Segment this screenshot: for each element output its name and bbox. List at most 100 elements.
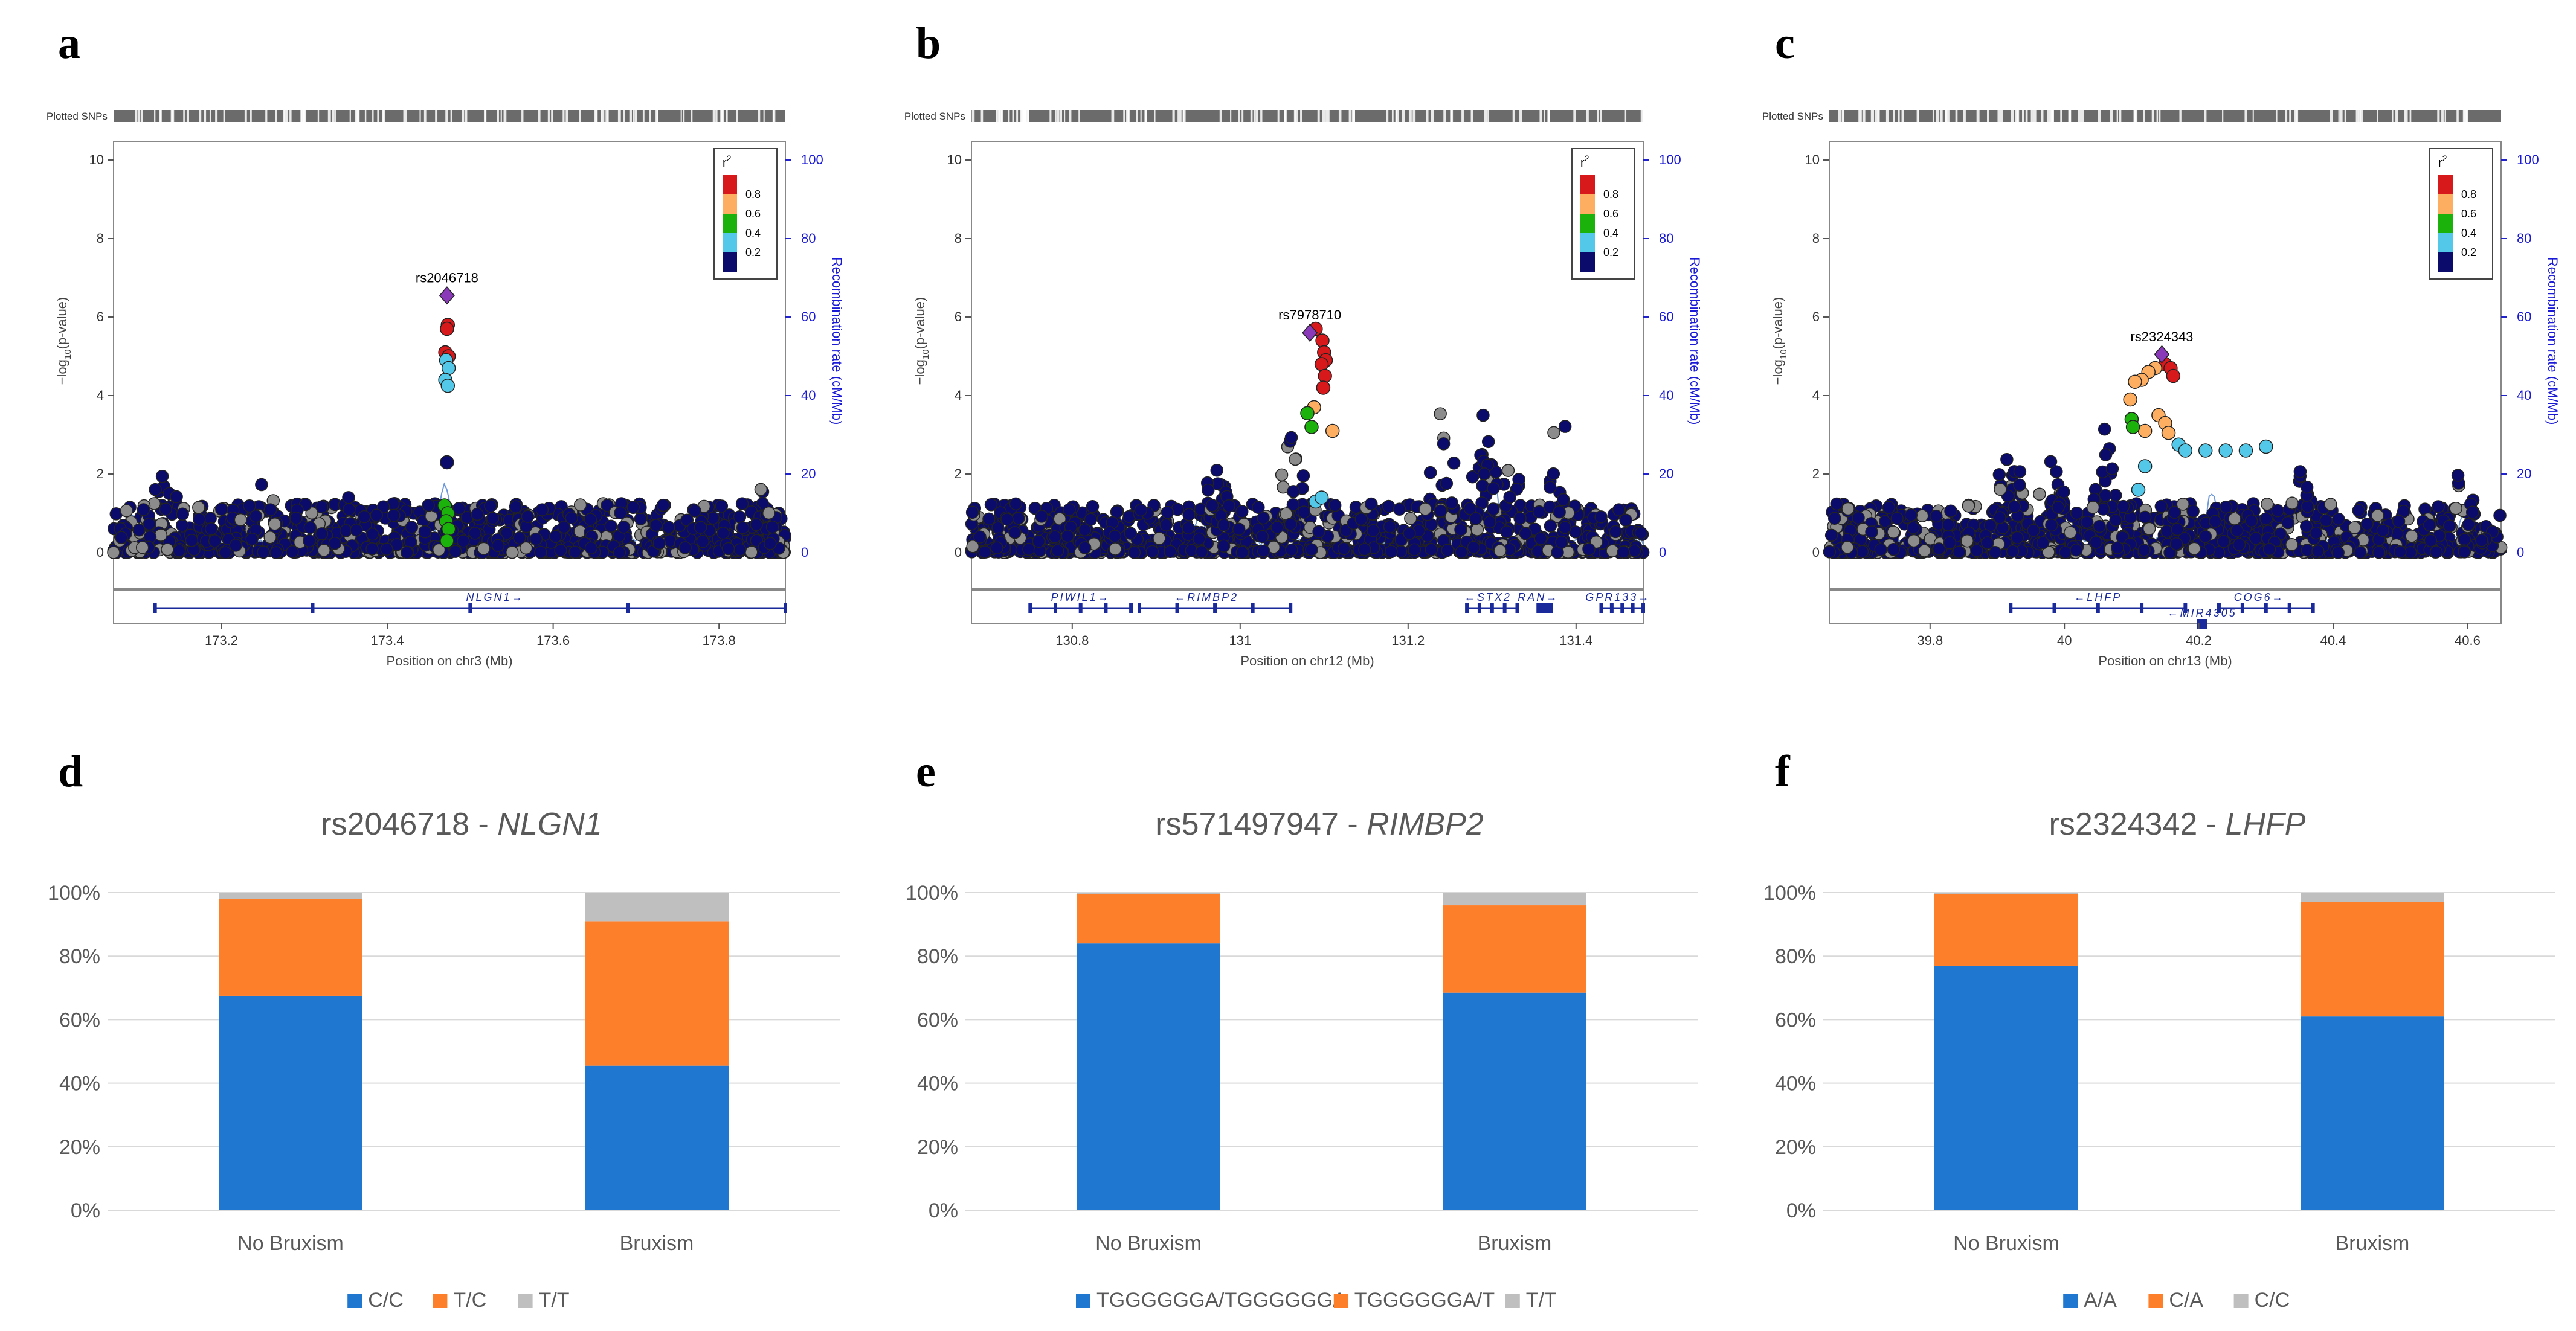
gene-exon [2217,603,2221,613]
plotted-snps-gap [2049,110,2051,122]
snp-point [1164,545,1177,559]
snp-point [2105,462,2119,475]
legend-swatch [723,194,737,214]
x-tick-label: 173.6 [536,633,570,648]
snp-point [120,504,134,518]
snp-point [584,513,597,526]
snp-point [143,517,156,531]
plotted-snps-gap [2050,110,2053,122]
snp-point [1078,523,1092,537]
legend-label: T/T [539,1289,570,1312]
plotted-snps-gap [623,110,625,122]
plotted-snps-gap [2098,110,2101,122]
y-axis-label-part: (p-value) [912,297,927,350]
snp-point [2111,541,2124,554]
snp-point [1612,503,1626,516]
y-tick-label: 60% [59,1009,100,1031]
snp-point [2093,519,2106,533]
plotted-snps-gap [1640,110,1643,122]
y2-tick-label: 100 [2517,152,2539,167]
plotted-snps-gap [2047,110,2050,122]
legend-swatch [2438,252,2453,272]
y-axis-label: −log10(p-value) [1770,297,1789,385]
plotted-snps-gap [183,110,185,122]
snp-point [1286,498,1300,512]
plotted-snps-gap [244,110,247,122]
bar-segment-t-c [219,899,362,996]
plotted-snps-gap [1862,110,1866,122]
plotted-snps-gap [735,110,738,122]
plotted-snps-gap [403,110,405,122]
snp-point [1476,479,1489,493]
snp-point [2423,518,2436,532]
gene-exon [1175,603,1179,613]
snp-point [1000,513,1014,526]
snp-point [2070,544,2083,557]
snp-point [149,483,162,496]
legend-swatch [723,233,737,252]
snp-point [1182,508,1196,521]
snp-point [1992,468,2006,481]
snp-point [1944,504,1957,518]
snp-point [1385,545,1398,559]
snp-point [1434,504,1447,518]
x-tick-label: 131.2 [1391,633,1425,648]
plotted-snps-gap [547,110,550,122]
y-tick-label: 10 [1805,152,1820,167]
plotted-snps-gap [1838,110,1841,122]
plotted-snps-gap [349,110,351,122]
bar-segment-t-c [585,921,729,1066]
snp-point [135,540,149,554]
gene-exon [1545,603,1550,613]
plotted-snps-gap [1123,110,1125,122]
snp-point [2045,518,2058,532]
plotted-snps-gap [2285,110,2288,122]
snp-point [1008,525,1022,539]
plotted-snps-gap [1624,110,1627,122]
gene-exon [2311,603,2315,613]
snp-point [1882,501,1896,515]
plotted-snps-gap [1325,110,1328,122]
snp-point-ld [441,522,456,536]
plotted-snps-gap [1049,110,1052,122]
snp-point [1532,505,1546,519]
snp-point [2405,530,2418,543]
plotted-snps-gap [1111,110,1115,122]
legend: C/C T/C T/T [347,1289,570,1312]
snp-point [2332,512,2345,526]
plotted-snps-gap [204,110,207,122]
snp-point [1932,542,1946,556]
legend-swatch [723,175,737,194]
chart-title: rs2046718 - NLGN1 [321,807,602,842]
plotted-snps-gap [683,110,685,122]
legend-label: TGGGGGGA/T [1354,1289,1495,1312]
legend-label: T/T [1526,1289,1557,1312]
bar-segment-a-a [2301,1016,2444,1210]
snp-point [2458,545,2471,559]
snp-point [765,520,779,534]
plotted-snps-gap [1997,110,2000,122]
snp-point [1486,502,1500,516]
y2-tick-label: 60 [801,309,816,324]
plotted-snps-gap [1183,110,1185,122]
snp-point [733,543,747,556]
snp-point [549,530,562,544]
y-tick-label: 0 [1812,545,1820,560]
plotted-snps-gap [1238,110,1240,122]
snp-point [2142,522,2156,536]
gene-exon [2009,603,2013,613]
y-axis-label: −log10(p-value) [54,297,73,385]
plotted-snps-gap [2060,110,2062,122]
snp-point [1354,512,1368,526]
y-tick-label: 60% [917,1009,958,1031]
y2-tick-label: 40 [2517,388,2531,403]
plotted-snps-gap [1484,110,1487,122]
plotted-snps-gap [1470,110,1473,122]
y2-tick-label: 20 [2517,466,2531,481]
plotted-snps-gap [2395,110,2398,122]
plotted-snps-gap [2110,110,2113,122]
snp-point-ld [2137,423,2153,438]
plotted-snps-label: Plotted SNPs [1762,111,1823,122]
snp-point [1455,545,1468,559]
plotted-snps-gap [364,110,367,122]
